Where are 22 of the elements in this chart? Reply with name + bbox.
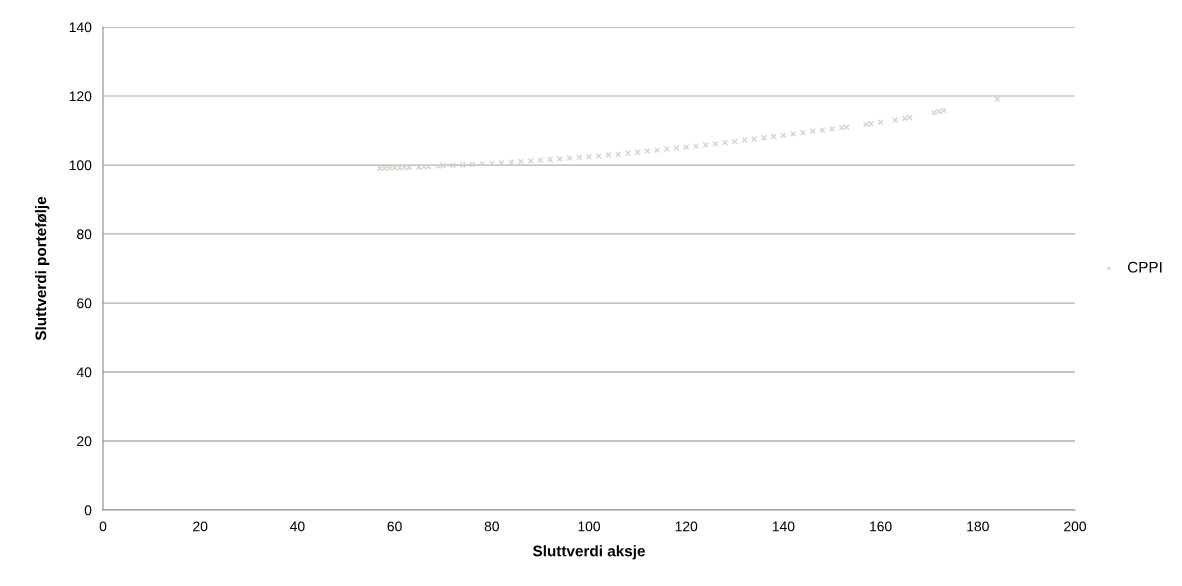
x-tick-label: 0 xyxy=(99,521,107,532)
x-tick-label: 180 xyxy=(967,521,989,532)
x-tick-label: 80 xyxy=(484,521,499,532)
x-tick-label: 200 xyxy=(1064,521,1087,532)
legend-label: CPPI xyxy=(1128,261,1162,273)
y-tick-label: 100 xyxy=(69,160,92,171)
y-tick-label: 20 xyxy=(77,436,92,447)
x-tick-label: 20 xyxy=(193,521,208,532)
x-tick-label: 160 xyxy=(870,521,892,532)
y-tick-label: 140 xyxy=(69,22,92,33)
y-tick-label: 60 xyxy=(77,298,92,309)
x-tick-label: 40 xyxy=(290,521,305,532)
y-tick-label: 120 xyxy=(69,91,92,102)
x-tick-label: 60 xyxy=(387,521,402,532)
y-tick-label: 80 xyxy=(77,229,92,240)
x-tick-label: 100 xyxy=(578,521,601,532)
x-axis-title: Sluttverdi aksje xyxy=(532,545,645,560)
x-tick-label: 140 xyxy=(772,521,795,532)
y-tick-label: 0 xyxy=(84,505,92,516)
y-axis-title: Sluttverdi portefølje xyxy=(35,196,50,341)
y-tick-label: 40 xyxy=(76,367,92,378)
x-tick-label: 120 xyxy=(675,521,698,532)
